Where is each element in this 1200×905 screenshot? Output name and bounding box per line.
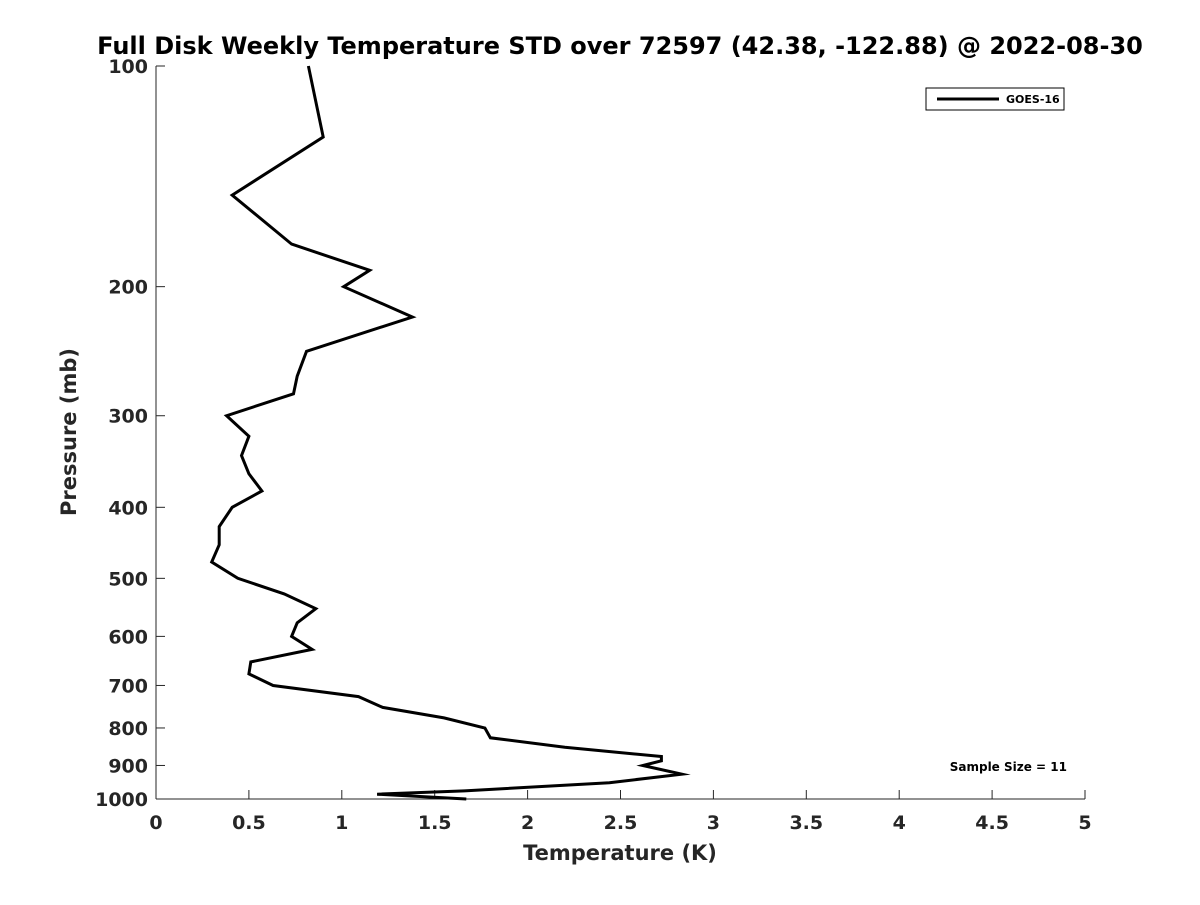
y-tick-label: 800 (108, 718, 148, 740)
y-tick-label: 1000 (95, 789, 148, 811)
y-tick-label: 400 (108, 497, 148, 519)
x-tick-label: 0.5 (232, 812, 266, 834)
x-tick-label: 3 (707, 812, 720, 834)
y-tick-label: 500 (108, 568, 148, 590)
legend: GOES-16 (925, 87, 1065, 111)
y-tick-label: 200 (108, 277, 148, 299)
x-tick-label: 4.5 (975, 812, 1009, 834)
chart-title: Full Disk Weekly Temperature STD over 72… (97, 32, 1143, 60)
y-tick-label: 900 (108, 755, 148, 777)
x-tick-label: 2 (521, 812, 534, 834)
y-tick-label: 100 (108, 56, 148, 78)
y-tick-label: 300 (108, 406, 148, 428)
x-tick-label: 3.5 (789, 812, 823, 834)
x-tick-label: 4 (893, 812, 906, 834)
sample-size-annotation: Sample Size = 11 (950, 760, 1067, 774)
y-tick-label: 700 (108, 675, 148, 697)
y-tick-label: 600 (108, 626, 148, 648)
x-tick-label: 2.5 (604, 812, 638, 834)
x-axis-label: Temperature (K) (523, 841, 717, 865)
x-tick-label: 1.5 (418, 812, 452, 834)
x-tick-label: 0 (149, 812, 162, 834)
series-line-goes-16 (209, 65, 691, 801)
x-tick-label: 1 (335, 812, 348, 834)
legend-label-goes-16: GOES-16 (1006, 93, 1060, 106)
x-tick-label: 5 (1078, 812, 1091, 834)
plot-area (209, 65, 691, 801)
axes: 0 0.5 1 1.5 2 2.5 3 3.5 4 4.5 5 100 200 300 400 500 600 7… (95, 56, 1092, 834)
y-axis-label: Pressure (mb) (57, 348, 81, 516)
